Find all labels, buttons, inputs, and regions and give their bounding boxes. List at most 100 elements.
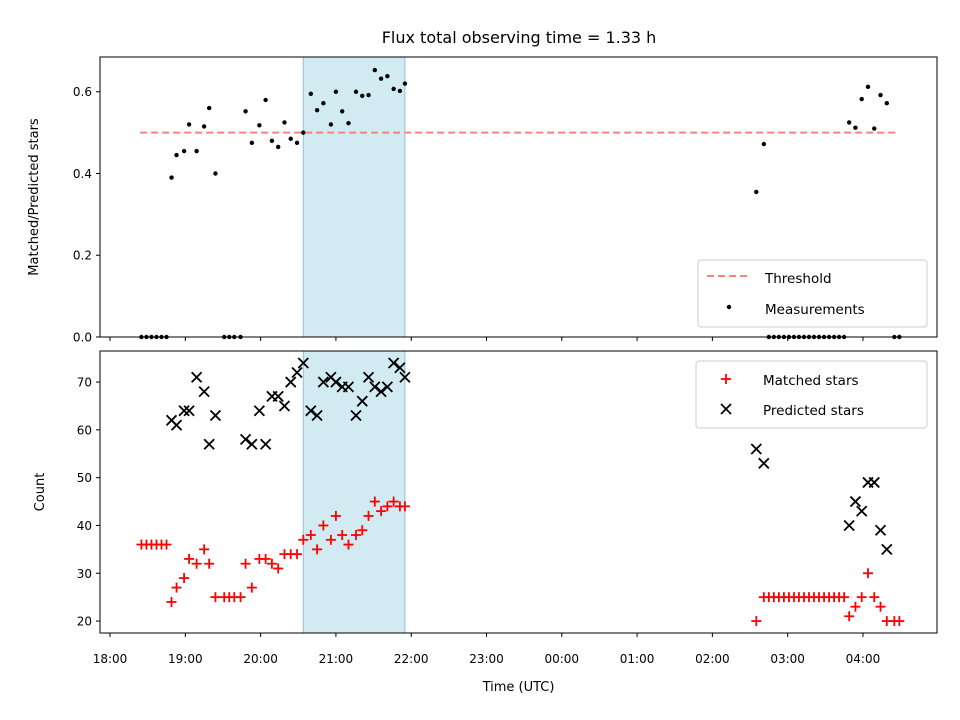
predicted-star-point <box>253 405 266 417</box>
cross-b <box>843 519 855 532</box>
predicted-star-point <box>342 381 355 393</box>
measurement-point <box>884 100 890 106</box>
predicted-star-point <box>285 376 297 388</box>
matched-star-point <box>325 534 336 545</box>
matched-star-point <box>369 496 380 507</box>
matched-star-point <box>388 496 399 507</box>
matched-star-point <box>343 539 354 550</box>
count-points <box>136 357 905 627</box>
top-legend: Threshold Measurements <box>697 259 928 328</box>
legend-threshold-label: Threshold <box>764 271 832 287</box>
cross-b <box>190 371 203 383</box>
predicted-star-point <box>291 366 303 379</box>
measurement-point <box>346 121 351 126</box>
measurement-point <box>859 96 864 102</box>
measurement-point <box>301 130 306 135</box>
bottom-axis-ticks: 18:00 19:00 20:00 21:00 22:00 23:00 00:00 01:00… <box>77 376 881 666</box>
matched-star-point <box>298 534 309 545</box>
measurement-point <box>853 125 858 130</box>
count-panel: 18:00 19:00 20:00 21:00 22:00 23:00 00:00 01:00… <box>33 350 938 695</box>
cross-b <box>305 405 317 417</box>
matched-star-point <box>844 611 855 622</box>
cross-b <box>178 405 190 417</box>
measurement-point <box>275 144 281 150</box>
legend-box <box>697 259 928 328</box>
matched-star-point <box>235 592 246 603</box>
matched-star-point <box>204 558 215 569</box>
predicted-star-point <box>881 543 893 555</box>
matched-star-point <box>179 573 190 584</box>
predicted-star-point <box>375 385 387 398</box>
y-tick-label: 20 <box>77 615 92 629</box>
predicted-star-point <box>183 405 195 417</box>
predicted-star-point <box>178 405 190 417</box>
cross-b <box>183 405 195 417</box>
matched-star-point <box>399 501 410 512</box>
measurement-point <box>372 67 378 73</box>
predicted-star-point <box>278 400 291 412</box>
measurement-point <box>385 74 390 79</box>
matched-star-point <box>382 501 393 512</box>
measurement-point <box>378 76 384 81</box>
matched-star-point <box>850 601 861 612</box>
cross-b <box>356 395 368 407</box>
measurement-point <box>249 140 255 146</box>
cross-b <box>399 371 411 383</box>
legend-box <box>695 360 928 429</box>
measurement-point <box>308 91 314 96</box>
cross-b <box>342 381 355 393</box>
cross-b <box>285 376 297 388</box>
measurement-point <box>872 126 877 131</box>
cross-b <box>209 409 222 422</box>
x-tick-label: 21:00 <box>319 652 354 666</box>
predicted-star-point <box>330 376 342 388</box>
matched-star-point <box>875 601 886 612</box>
predicted-star-point <box>381 381 394 393</box>
cross-b <box>856 505 868 517</box>
cross-b <box>881 543 893 555</box>
cross-b <box>198 385 210 398</box>
x-tick-label: 23:00 <box>469 652 504 666</box>
predicted-star-point <box>209 409 222 422</box>
y-tick-label: 0.4 <box>73 167 92 181</box>
predicted-star-point <box>750 443 762 455</box>
cross-b <box>311 409 323 422</box>
matched-star-point <box>751 616 762 627</box>
top-axes-frame <box>99 56 938 338</box>
cross-b <box>297 357 309 369</box>
matched-star-point <box>171 582 182 593</box>
predicted-star-point <box>311 409 323 422</box>
matched-star-point <box>363 510 374 521</box>
x-tick-label: 02:00 <box>695 652 730 666</box>
measurement-point <box>288 136 293 141</box>
predicted-star-point <box>856 505 868 517</box>
matched-star-point <box>312 544 323 555</box>
cross-b <box>381 381 394 393</box>
matched-star-point <box>161 539 172 550</box>
predicted-star-point <box>758 457 770 469</box>
matched-star-point <box>318 520 329 531</box>
measurement-point <box>206 105 212 111</box>
top-axis-ticks: 0.0 0.2 0.4 0.6 <box>73 85 864 345</box>
y-tick-label: 0.6 <box>73 85 92 99</box>
predicted-star-point <box>369 381 381 393</box>
matched-star-point <box>166 596 177 607</box>
x-tick-label: 04:00 <box>846 652 881 666</box>
cross-b <box>203 438 215 450</box>
measurement-point <box>174 152 179 158</box>
matched-star-point <box>862 568 873 579</box>
predicted-star-point <box>350 409 362 422</box>
cross-b <box>260 438 272 450</box>
matched-star-point <box>260 553 271 564</box>
cross-b <box>758 457 770 469</box>
predicted-star-point <box>317 376 330 388</box>
y-tick-label: 70 <box>77 376 92 390</box>
measurement-point <box>846 120 852 125</box>
matched-star-point <box>839 592 850 603</box>
matched-star-point <box>376 506 387 517</box>
predicted-star-point <box>305 405 317 417</box>
cross-b <box>750 443 762 455</box>
y-tick-label: 30 <box>77 567 92 581</box>
cross-b <box>874 524 887 536</box>
